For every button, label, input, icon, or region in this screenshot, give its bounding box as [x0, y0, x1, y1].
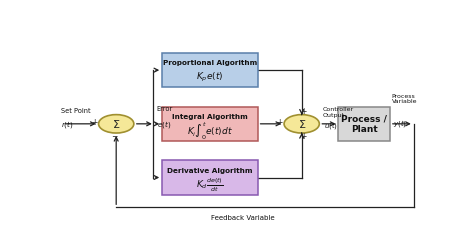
Text: +: +: [301, 132, 307, 141]
Circle shape: [284, 115, 319, 133]
Text: $y(t)$: $y(t)$: [393, 118, 407, 129]
Text: $K_p e(t)$: $K_p e(t)$: [196, 71, 224, 84]
FancyBboxPatch shape: [338, 107, 390, 141]
Text: $\Sigma$: $\Sigma$: [112, 118, 120, 130]
Text: −: −: [111, 132, 118, 141]
Text: $K_i \int_0^t e(t)dt$: $K_i \int_0^t e(t)dt$: [187, 121, 233, 142]
Text: Proportional Algorithm: Proportional Algorithm: [163, 60, 257, 66]
Text: Error: Error: [156, 107, 173, 113]
FancyBboxPatch shape: [162, 107, 258, 141]
Text: Variable: Variable: [392, 99, 417, 104]
Text: Output: Output: [322, 113, 344, 118]
Text: $r(t)$: $r(t)$: [61, 119, 74, 130]
Text: +: +: [276, 118, 283, 127]
Text: Feedback Variable: Feedback Variable: [211, 215, 275, 221]
Text: Derivative Algorithm: Derivative Algorithm: [167, 168, 253, 174]
Text: Controller: Controller: [322, 107, 354, 112]
Text: Integral Algorithm: Integral Algorithm: [172, 114, 248, 120]
Text: $K_d \frac{de(t)}{dt}$: $K_d \frac{de(t)}{dt}$: [196, 177, 224, 194]
Text: +: +: [91, 118, 97, 127]
Text: +: +: [301, 107, 307, 116]
Text: $\Sigma$: $\Sigma$: [298, 118, 306, 130]
FancyBboxPatch shape: [162, 160, 258, 195]
Text: Set Point: Set Point: [61, 108, 91, 114]
Circle shape: [99, 115, 134, 133]
FancyBboxPatch shape: [162, 53, 258, 87]
Text: Process: Process: [392, 94, 415, 99]
Text: $e(t)$: $e(t)$: [156, 119, 171, 130]
Text: $u(t)$: $u(t)$: [324, 120, 338, 131]
Text: Process /
Plant: Process / Plant: [341, 114, 387, 133]
